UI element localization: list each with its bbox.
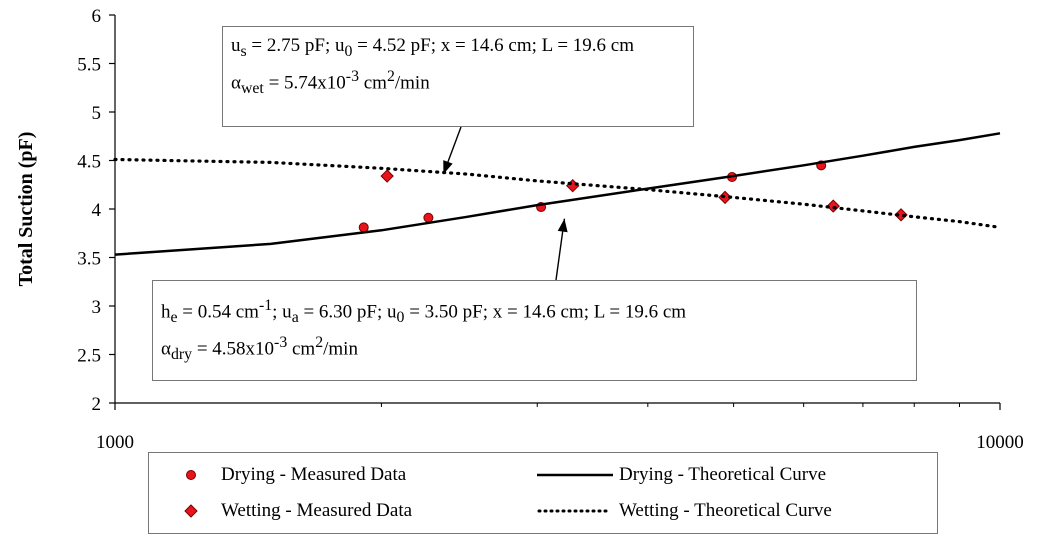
annotation-text: cm (287, 338, 316, 360)
series-line (114, 132, 1001, 256)
y-tick-label: 5 (92, 103, 102, 124)
data-point-diamond (566, 179, 580, 193)
annotation-subscript: e (170, 309, 178, 327)
annotation-subscript: s (240, 42, 247, 60)
annotation-wetting: us = 2.75 pF; u0 = 4.52 pF; x = 14.6 cm;… (222, 26, 694, 127)
annotation-arrow-wetting (442, 126, 462, 175)
annotation-superscript: -1 (258, 297, 273, 314)
legend-item-drying-theoretical: Drying - Theoretical Curve (537, 463, 826, 487)
series-2 (114, 132, 1001, 256)
annotation-text: α (231, 72, 241, 94)
annotation-text: cm (358, 72, 387, 94)
legend-symbol-diamond (184, 504, 198, 518)
legend-symbol-solid-line (537, 473, 613, 477)
legend-symbol-circle (186, 470, 196, 480)
x-tick-label: 1000 (96, 432, 134, 453)
y-tick-label: 4.5 (77, 152, 101, 173)
annotation-text: ; u (272, 301, 292, 323)
legend-label: Wetting - Theoretical Curve (619, 500, 832, 521)
legend-label: Drying - Theoretical Curve (619, 464, 826, 485)
y-tick-label: 3 (92, 297, 102, 318)
y-tick-label: 6 (92, 6, 102, 27)
annotation-text: = 3.50 pF; x = 14.6 cm; L = 19.6 cm (404, 301, 687, 323)
annotation-subscript: wet (240, 79, 264, 97)
annotation-superscript: 2 (386, 67, 395, 85)
series-layer (113, 132, 1002, 256)
y-tick-label: 4 (92, 200, 102, 221)
y-tick-label: 3.5 (77, 249, 101, 270)
annotation-text: = 0.54 cm (177, 301, 259, 323)
legend-item-wetting-theoretical: Wetting - Theoretical Curve (537, 499, 832, 523)
data-point-diamond (380, 169, 394, 183)
annotation-subscript: 0 (396, 309, 405, 327)
annotation-text: /min (323, 338, 358, 360)
data-point-diamond (894, 208, 908, 222)
annotation-text: = 4.52 pF; x = 14.6 cm; L = 19.6 cm (352, 35, 635, 56)
annotation-wetting-line1: us = 2.75 pF; u0 = 4.52 pF; x = 14.6 cm;… (231, 33, 685, 64)
annotation-text: = 2.75 pF; u (246, 35, 345, 56)
annotation-text: = 6.30 pF; u (298, 301, 397, 323)
legend-label: Drying - Measured Data (221, 464, 407, 485)
data-point-circle (423, 212, 434, 223)
annotation-text: u (231, 35, 241, 56)
y-tick-label: 2.5 (77, 346, 101, 367)
annotation-text: h (161, 301, 171, 323)
annotation-arrows (442, 126, 568, 281)
series-line (113, 157, 1002, 229)
legend-symbol-dotted-line (537, 509, 613, 513)
series-3 (113, 157, 1002, 229)
annotation-text: α (161, 338, 171, 360)
x-tick-label: 10000 (976, 432, 1024, 453)
annotation-drying-line1: he = 0.54 cm-1; ua = 6.30 pF; u0 = 3.50 … (161, 293, 908, 330)
annotation-arrow-drying (555, 218, 568, 281)
annotation-drying: he = 0.54 cm-1; ua = 6.30 pF; u0 = 3.50 … (152, 280, 917, 381)
annotation-subscript: a (291, 309, 299, 327)
annotation-text: /min (394, 72, 430, 94)
annotation-wetting-line2: αwet = 5.74x10-3 cm2/min (231, 64, 685, 101)
annotation-superscript: -3 (274, 334, 288, 352)
arrow-head (557, 218, 568, 233)
data-point-diamond (718, 190, 732, 205)
legend-item-drying-measured: Drying - Measured Data (167, 463, 406, 487)
annotation-text: = 5.74x10 (263, 72, 346, 94)
annotation-subscript: 0 (344, 42, 353, 60)
legend-item-wetting-measured: Wetting - Measured Data (167, 499, 412, 523)
annotation-superscript: 2 (315, 334, 324, 352)
y-axis-label: Total Suction (pF) (15, 132, 37, 287)
y-tick-label: 5.5 (77, 55, 101, 76)
y-ticks: 2 2.5 3 3.5 4 4.5 5 5.5 6 (77, 6, 115, 415)
annotation-superscript: -3 (345, 67, 359, 85)
legend: Drying - Measured Data Wetting - Measure… (148, 452, 938, 534)
arrow-head (443, 160, 453, 175)
x-ticks: 1000 10000 (96, 403, 1024, 453)
legend-label: Wetting - Measured Data (221, 500, 413, 521)
series-1 (380, 169, 908, 222)
data-point-circle (358, 222, 369, 233)
annotation-subscript: dry (170, 346, 193, 364)
y-tick-label: 2 (92, 394, 102, 415)
data-point-diamond (826, 199, 840, 213)
annotation-drying-line2: αdry = 4.58x10-3 cm2/min (161, 330, 908, 367)
annotation-text: = 4.58x10 (192, 338, 275, 360)
